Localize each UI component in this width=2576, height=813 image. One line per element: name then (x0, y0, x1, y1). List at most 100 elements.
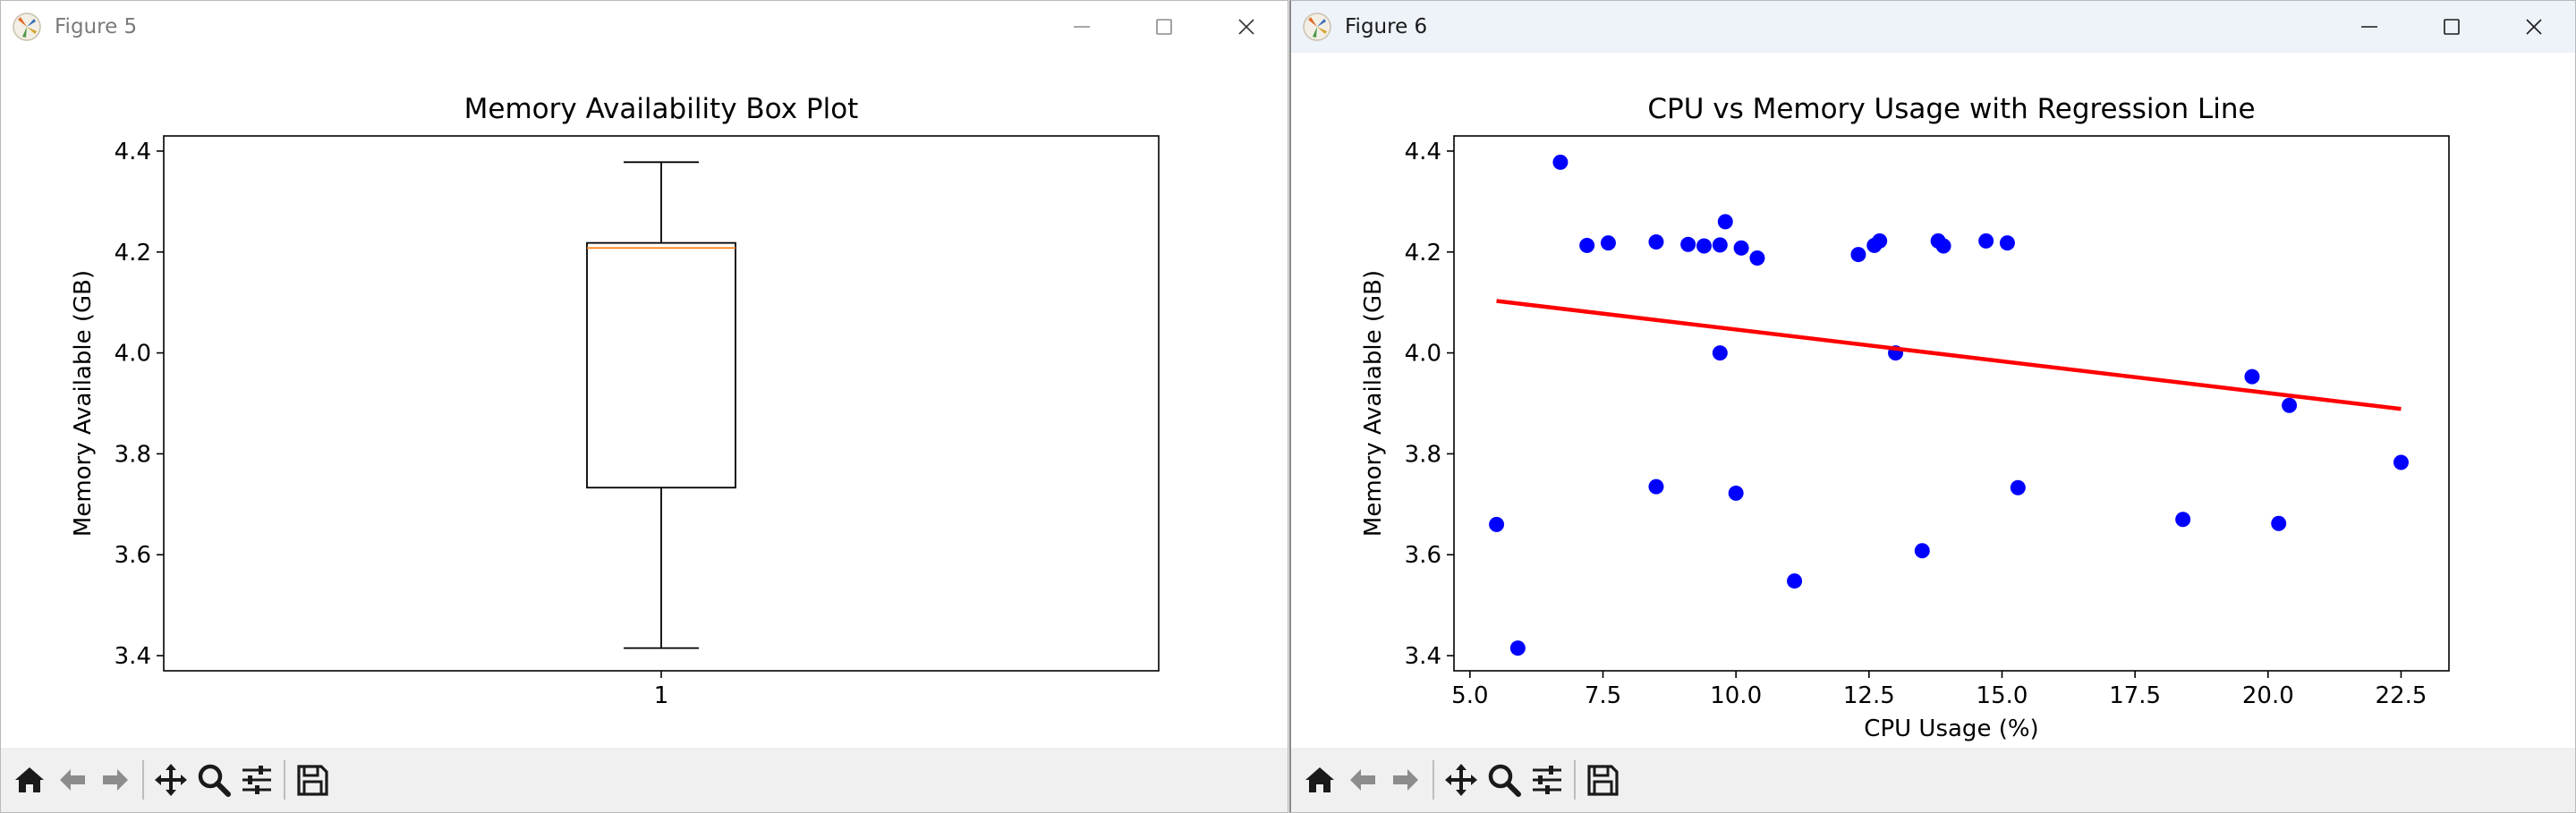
save-button[interactable] (291, 757, 334, 803)
forward-button[interactable] (1384, 757, 1427, 803)
scatter-point (1999, 235, 2015, 251)
home-icon (15, 767, 44, 792)
zoom-icon (1488, 764, 1521, 797)
scatter-point (1728, 485, 1744, 501)
maximize-button[interactable] (1123, 1, 1205, 53)
scatter-point (1600, 235, 1616, 251)
x-tick-label: 22.5 (2376, 682, 2427, 709)
pan-button[interactable] (149, 757, 192, 803)
figure-6-window: Figure 6 5.0 7.5 10.0 12.5 15.0 17.5 20.0 22.5 C… (1289, 0, 2576, 813)
pan-icon (155, 764, 187, 796)
minimize-icon (2361, 26, 2377, 28)
plot-area-frame (1453, 135, 2450, 672)
y-tick-label: 3.8 (1405, 441, 1441, 468)
y-tick-label: 3.4 (115, 643, 151, 670)
scatter-point (1680, 236, 1696, 252)
maximize-icon (1156, 19, 1172, 35)
scatter-point (1872, 233, 1888, 249)
maximize-button[interactable] (2410, 1, 2493, 53)
back-button[interactable] (51, 757, 94, 803)
home-button[interactable] (8, 757, 51, 803)
pan-button[interactable] (1440, 757, 1483, 803)
x-tick-label: 1 (654, 682, 669, 709)
scatter-point (1648, 478, 1664, 495)
forward-arrow-icon (1393, 769, 1418, 791)
zoom-button[interactable] (1483, 757, 1526, 803)
scatter-point (2175, 512, 2191, 528)
back-arrow-icon (1350, 769, 1375, 791)
x-tick-label: 17.5 (2109, 682, 2161, 709)
figure-canvas[interactable]: 1 3.4 3.6 3.8 4.0 4.2 4.4 Memory Available (GB)… (1, 53, 1288, 748)
configure-subplots-icon (242, 766, 271, 794)
forward-arrow-icon (103, 769, 128, 791)
y-tick-label: 4.4 (115, 139, 151, 165)
matplotlib-app-icon (1303, 13, 1331, 41)
minimize-button[interactable] (2328, 1, 2410, 53)
scatter-point (2244, 368, 2260, 385)
close-button[interactable] (1205, 1, 1288, 53)
chart-title: Memory Availability Box Plot (464, 93, 859, 125)
window-title: Figure 6 (1345, 15, 1428, 38)
scatter-point (1509, 640, 1526, 656)
y-tick-label: 4.0 (115, 341, 151, 368)
zoom-icon (198, 764, 231, 797)
title-bar[interactable]: Figure 6 (1291, 1, 2575, 53)
scatter-point (1935, 238, 1951, 254)
maximize-icon (2444, 19, 2460, 35)
scatter-regression-chart: 5.0 7.5 10.0 12.5 15.0 17.5 20.0 22.5 CPU Usage … (1360, 93, 2450, 742)
y-tick-label: 3.4 (1405, 643, 1441, 670)
back-button[interactable] (1341, 757, 1384, 803)
y-axis-label: Memory Available (GB) (1360, 270, 1387, 537)
figure-canvas[interactable]: 5.0 7.5 10.0 12.5 15.0 17.5 20.0 22.5 CPU Usage … (1291, 53, 2575, 748)
close-icon (2526, 19, 2542, 35)
y-tick-label: 4.2 (1405, 240, 1441, 267)
scatter-point (1489, 516, 1505, 532)
close-icon (1238, 19, 1254, 35)
scatter-point (1696, 238, 1712, 254)
scatter-point (1787, 573, 1803, 589)
configure-subplots-button[interactable] (235, 757, 278, 803)
toolbar-separator (1433, 760, 1434, 800)
scatter-point (1914, 543, 1930, 559)
home-icon (1305, 767, 1334, 792)
scatter-point (2282, 397, 2298, 413)
save-icon (297, 765, 328, 796)
scatter-point (1749, 250, 1765, 267)
forward-button[interactable] (94, 757, 137, 803)
scatter-point (2393, 454, 2409, 470)
configure-subplots-button[interactable] (1526, 757, 1569, 803)
minimize-icon (1074, 26, 1090, 28)
navigation-toolbar (1, 748, 1288, 812)
toolbar-separator (284, 760, 285, 800)
toolbar-separator (1574, 760, 1576, 800)
x-tick-label: 20.0 (2242, 682, 2294, 709)
x-tick-label: 7.5 (1585, 682, 1621, 709)
save-icon (1587, 765, 1619, 796)
y-tick-label: 3.8 (115, 441, 151, 468)
figure-5-window: Figure 5 1 3.4 3.6 3.8 4.0 4.2 4.4 Memory Avail… (0, 0, 1288, 813)
save-button[interactable] (1581, 757, 1624, 803)
y-tick-label: 3.6 (1405, 542, 1441, 569)
title-bar[interactable]: Figure 5 (1, 1, 1288, 53)
chart-title: CPU vs Memory Usage with Regression Line (1647, 93, 2255, 125)
x-tick-label: 5.0 (1451, 682, 1488, 709)
box-plot-chart: 1 3.4 3.6 3.8 4.0 4.2 4.4 Memory Available (GB)… (70, 93, 1160, 709)
home-button[interactable] (1298, 757, 1341, 803)
x-tick-label: 15.0 (1977, 682, 2028, 709)
scatter-point (1717, 214, 1733, 230)
scatter-point (1850, 247, 1866, 263)
scatter-point (1552, 154, 1569, 170)
x-tick-label: 12.5 (1843, 682, 1895, 709)
scatter-point (2010, 479, 2026, 495)
y-tick-label: 4.4 (1405, 139, 1441, 165)
close-button[interactable] (2493, 1, 2575, 53)
scatter-point (1712, 237, 1728, 253)
back-arrow-icon (60, 769, 85, 791)
x-tick-label: 10.0 (1710, 682, 1762, 709)
configure-subplots-icon (1533, 766, 1561, 794)
scatter-point (2271, 515, 2287, 531)
y-tick-label: 3.6 (115, 542, 151, 569)
regression-line (1496, 299, 2402, 411)
zoom-button[interactable] (192, 757, 235, 803)
minimize-button[interactable] (1041, 1, 1123, 53)
